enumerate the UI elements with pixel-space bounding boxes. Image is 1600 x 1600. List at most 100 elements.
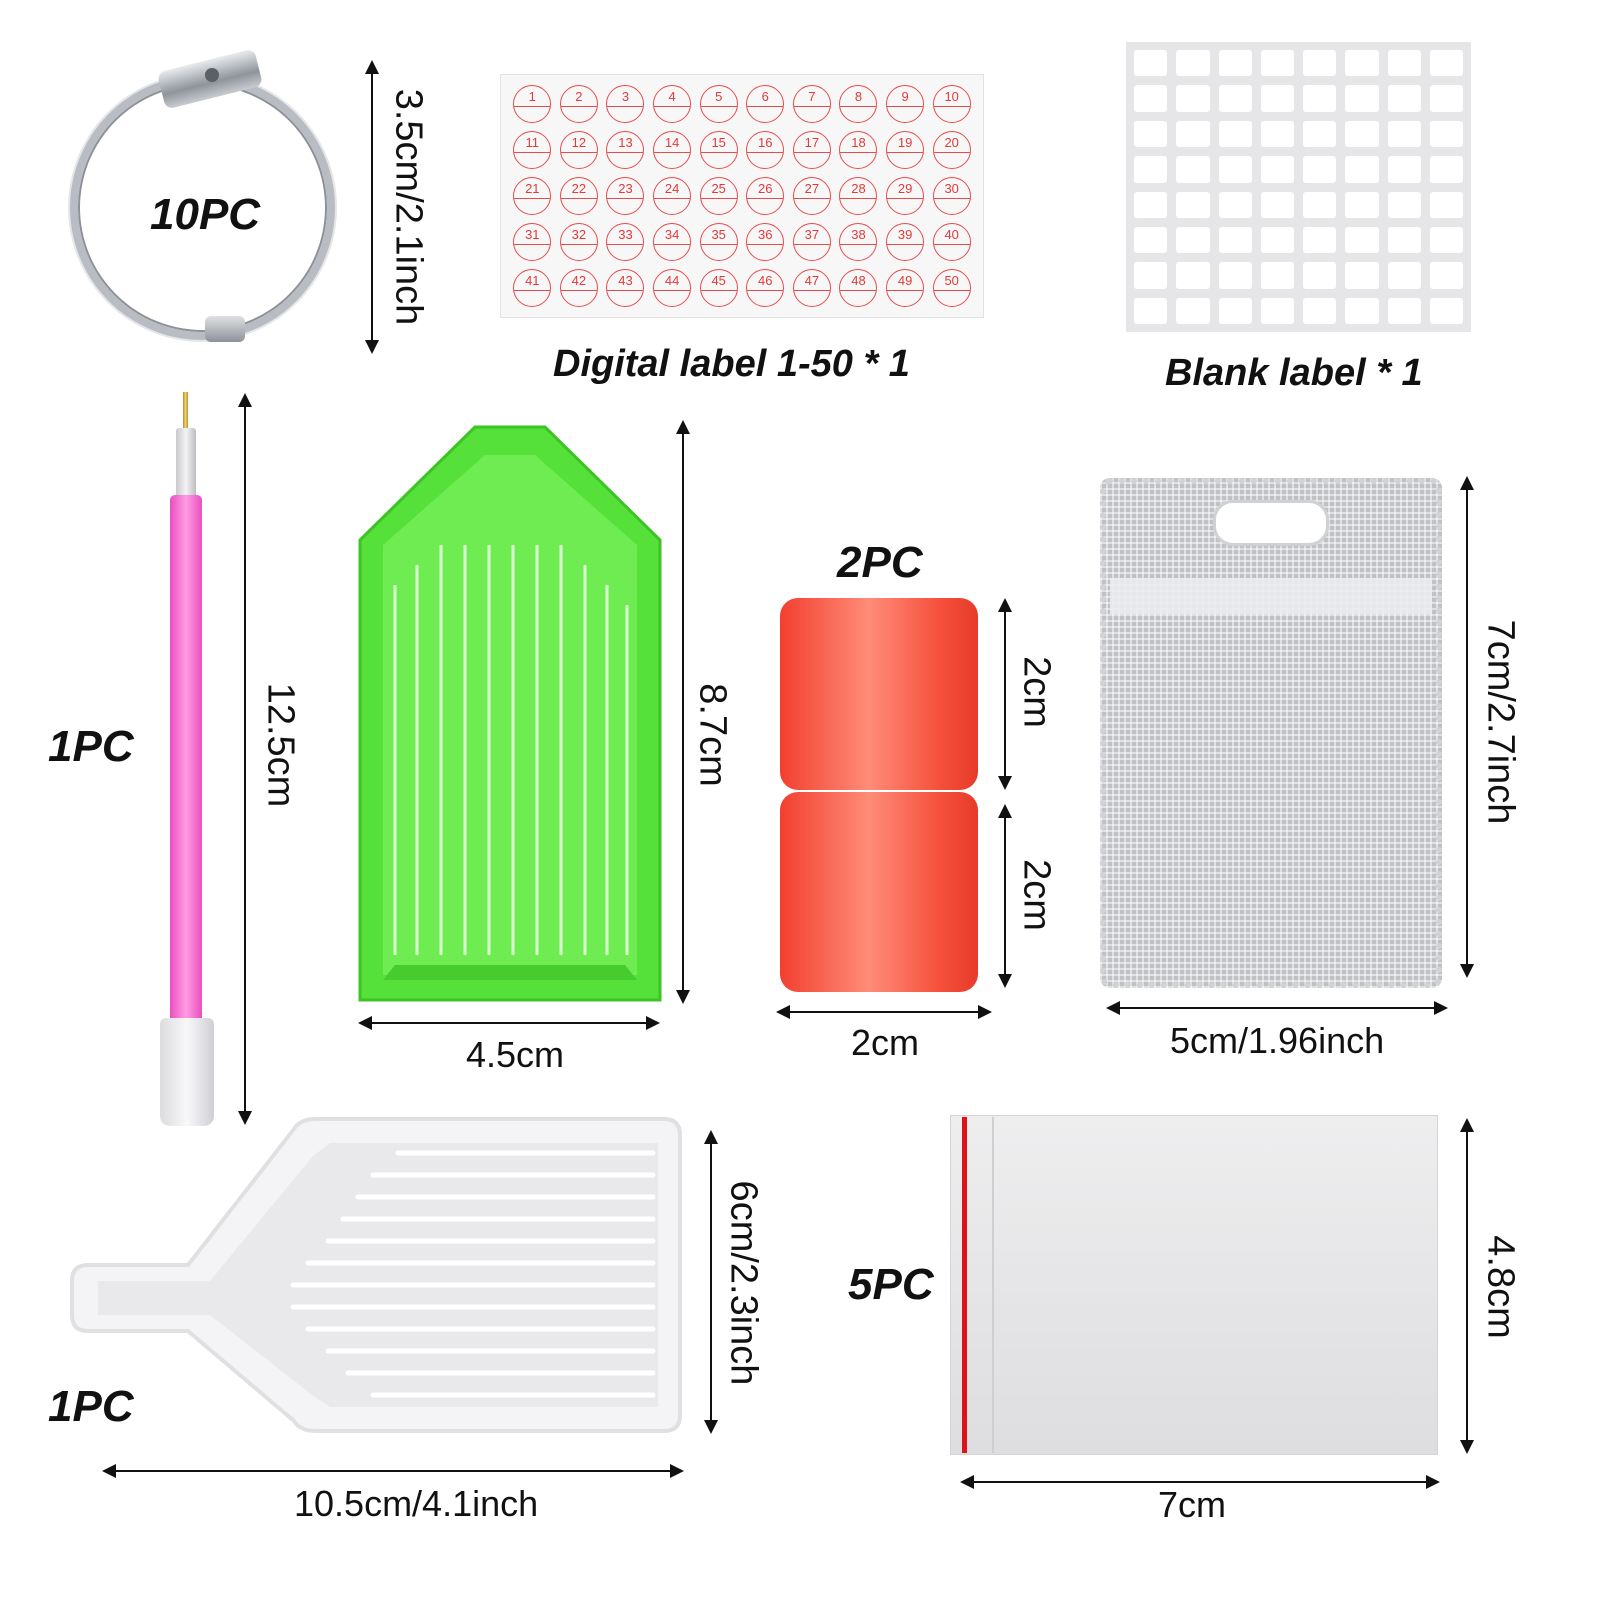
digital-label-circle: 16 xyxy=(746,131,785,169)
digital-label-sheet: 1 2 3 4 5 6 7 8 9 10 11 12 13 14 15 16 17 18 19 20 21 22 23 24 2… xyxy=(500,74,984,318)
blank-label-cell xyxy=(1345,226,1379,254)
digital-label-number: 3 xyxy=(621,89,630,104)
white-tray-height-arrow xyxy=(704,1130,718,1434)
ring-rivet xyxy=(205,68,219,82)
blank-label-cell xyxy=(1387,120,1421,148)
digital-label-circle: 41 xyxy=(513,269,552,307)
digital-label-circle: 23 xyxy=(606,177,645,215)
digital-label-number: 47 xyxy=(804,273,820,288)
blank-label-cell xyxy=(1134,262,1168,289)
pouch-width-label: 5cm/1.96inch xyxy=(1170,1020,1385,1061)
pen-head xyxy=(176,428,196,498)
red-pots-count: 2PC xyxy=(837,538,923,587)
blank-label-cell xyxy=(1345,85,1379,112)
zip-bag-height-label: 4.8cm xyxy=(1479,1235,1522,1339)
digital-label-number: 26 xyxy=(758,181,773,196)
digital-label-number: 22 xyxy=(571,181,587,196)
blank-label-cell xyxy=(1134,85,1168,112)
digital-label-circle: 49 xyxy=(886,269,925,307)
digital-label-circle: 9 xyxy=(886,85,925,123)
red-pot-bottom-height-label: 2cm xyxy=(1015,859,1058,931)
blank-label-cell xyxy=(1176,50,1210,77)
blank-label-cell xyxy=(1134,156,1168,183)
digital-label-circle: 47 xyxy=(792,269,831,307)
pouch-hang-hole xyxy=(1213,500,1329,546)
digital-label-number: 49 xyxy=(897,273,913,288)
digital-label-number: 43 xyxy=(618,273,633,288)
green-tray-height-arrow xyxy=(676,420,690,1004)
digital-label-circle: 13 xyxy=(606,131,645,169)
digital-label-number: 1 xyxy=(528,89,536,104)
blank-label-cell xyxy=(1345,50,1379,77)
blank-label-cell xyxy=(1303,191,1337,218)
blank-label-cell xyxy=(1387,226,1421,254)
blank-label-cell xyxy=(1260,120,1294,148)
digital-label-number: 44 xyxy=(664,273,680,288)
digital-label-number: 33 xyxy=(618,227,633,242)
digital-label-circle: 25 xyxy=(699,177,738,215)
digital-label-circle: 35 xyxy=(699,223,738,261)
blank-label-cell xyxy=(1176,156,1210,183)
digital-label-number: 38 xyxy=(851,227,866,242)
green-tray-width-label: 4.5cm xyxy=(466,1034,565,1075)
blank-label-cell xyxy=(1303,156,1337,183)
pouch-width-arrow xyxy=(1106,1001,1448,1015)
digital-label-circle: 5 xyxy=(699,85,738,123)
digital-label-number: 23 xyxy=(618,181,633,196)
digital-label-number: 16 xyxy=(758,135,773,150)
digital-label-number: 2 xyxy=(575,89,583,104)
blank-label-cell xyxy=(1387,262,1421,289)
digital-label-number: 21 xyxy=(525,181,540,196)
blank-label-sheet xyxy=(1126,42,1471,332)
digital-label-number: 37 xyxy=(804,227,820,242)
digital-label-circle: 12 xyxy=(559,131,598,169)
digital-label-number: 41 xyxy=(525,273,540,288)
digital-label-circle: 38 xyxy=(839,223,878,261)
blank-label-cell xyxy=(1429,120,1463,148)
digital-label-circle: 24 xyxy=(653,177,692,215)
digital-label-circle: 21 xyxy=(513,177,552,215)
ring-dimension-arrow xyxy=(365,60,379,354)
digital-label-circle: 36 xyxy=(746,223,785,261)
blank-label-cell xyxy=(1260,156,1294,183)
digital-label-number: 4 xyxy=(668,89,676,104)
blank-label-cell xyxy=(1429,262,1463,289)
digital-label-circle: 26 xyxy=(746,177,785,215)
digital-label-circle: 14 xyxy=(653,131,692,169)
blank-label-cell xyxy=(1134,226,1168,254)
digital-label-circle: 40 xyxy=(932,223,971,261)
digital-label-circle: 43 xyxy=(606,269,645,307)
digital-label-number: 27 xyxy=(804,181,820,196)
digital-label-circle: 30 xyxy=(932,177,971,215)
white-tray-width-label: 10.5cm/4.1inch xyxy=(294,1483,539,1524)
blank-label-cell xyxy=(1134,120,1168,148)
digital-label-circle: 50 xyxy=(932,269,971,307)
digital-label-number: 35 xyxy=(711,227,726,242)
digital-label-number: 9 xyxy=(901,89,909,104)
zip-bag-height-arrow xyxy=(1460,1118,1474,1454)
blank-label-cell xyxy=(1134,50,1168,77)
digital-label-circle: 2 xyxy=(559,85,598,123)
digital-label-number: 10 xyxy=(944,89,959,104)
digital-label-number: 24 xyxy=(664,181,680,196)
digital-label-circle: 39 xyxy=(886,223,925,261)
digital-label-number: 50 xyxy=(944,273,959,288)
zip-bag xyxy=(950,1115,1438,1455)
digital-label-circle: 48 xyxy=(839,269,878,307)
blank-label-cell xyxy=(1218,85,1252,112)
blank-label-cell xyxy=(1260,262,1294,289)
blank-label-cell xyxy=(1218,262,1252,289)
digital-label-circle: 10 xyxy=(932,85,971,123)
digital-label-circle: 34 xyxy=(653,223,692,261)
digital-label-number: 12 xyxy=(571,135,587,150)
blank-label-cell xyxy=(1260,226,1294,254)
pouch-height-arrow xyxy=(1460,476,1474,978)
blank-label-cell xyxy=(1176,191,1210,218)
blank-label-cell xyxy=(1260,297,1294,324)
blank-label-cell xyxy=(1303,297,1337,324)
blank-label-cell xyxy=(1218,120,1252,148)
pen-body xyxy=(170,495,202,1025)
digital-label-number: 48 xyxy=(851,273,866,288)
digital-label-number: 34 xyxy=(664,227,680,242)
digital-label-number: 42 xyxy=(571,273,587,288)
